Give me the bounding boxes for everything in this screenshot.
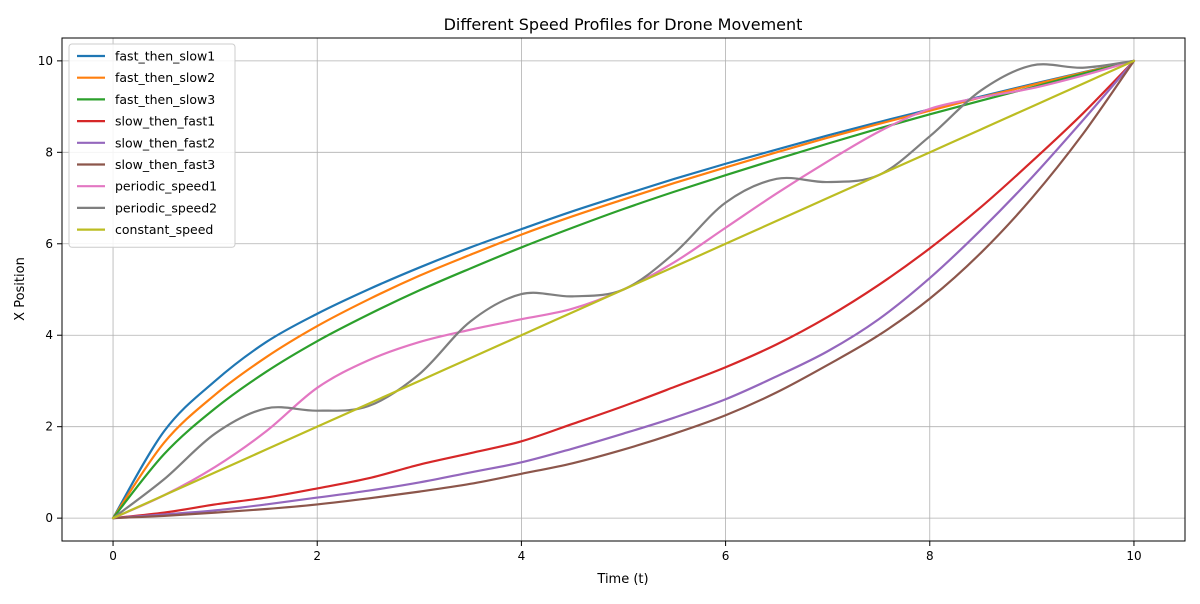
y-tick-label: 10 — [38, 54, 53, 68]
series-lines — [111, 59, 1136, 520]
series-line-constant-speed — [111, 59, 1136, 520]
x-tick-label: 6 — [722, 549, 730, 563]
legend: fast_then_slow1 fast_then_slow2 fast_then_… — [68, 43, 236, 248]
series-line-slow-then-fast2 — [111, 59, 1136, 520]
legend-label: fast_then_slow2 — [115, 70, 215, 85]
y-tick-label: 4 — [45, 328, 53, 342]
legend-box — [68, 43, 236, 248]
x-axis-label: Time (t) — [596, 572, 648, 587]
y-tick-label: 6 — [45, 237, 53, 251]
legend-label: slow_then_fast3 — [115, 157, 215, 172]
gridlines — [62, 38, 1185, 541]
series-line-fast-then-slow2 — [111, 59, 1136, 520]
x-tick-label: 10 — [1126, 549, 1141, 563]
plot-frame — [61, 37, 1186, 542]
x-tick-label: 8 — [926, 549, 934, 563]
chart-title: Different Speed Profiles for Drone Movem… — [444, 15, 803, 34]
x-tick-label: 2 — [313, 549, 321, 563]
x-tick-label: 4 — [518, 549, 526, 563]
legend-label: slow_then_fast1 — [115, 114, 215, 129]
x-tick-label: 0 — [109, 549, 117, 563]
y-tick-label: 2 — [45, 420, 53, 434]
y-tick-label: 8 — [45, 145, 53, 159]
legend-label: fast_then_slow1 — [115, 49, 215, 64]
legend-label: periodic_speed1 — [115, 179, 217, 194]
legend-label: constant_speed — [115, 222, 213, 237]
y-tick-label: 0 — [45, 511, 53, 525]
legend-label: fast_then_slow3 — [115, 92, 215, 107]
series-line-slow-then-fast3 — [111, 59, 1136, 520]
series-line-slow-then-fast1 — [111, 59, 1136, 520]
y-axis-label: X Position — [13, 257, 28, 321]
legend-label: slow_then_fast2 — [115, 135, 215, 150]
legend-label: periodic_speed2 — [115, 200, 217, 215]
axes: 0 2 4 6 8 10 0 2 4 6 8 10 — [38, 54, 1142, 563]
